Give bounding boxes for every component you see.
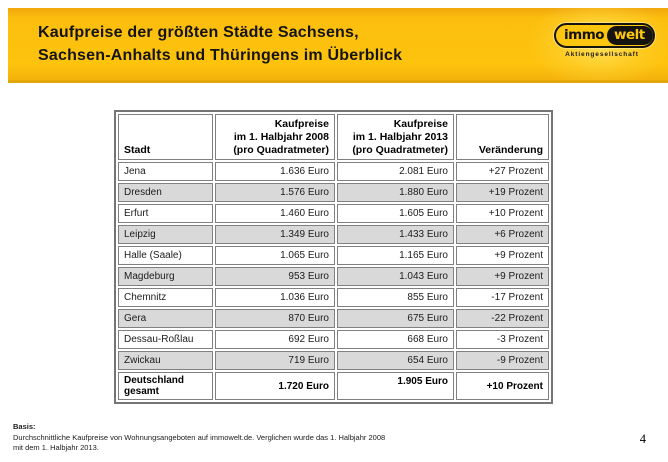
price-2008-cell: 1.349 Euro xyxy=(215,225,335,244)
table-row: Halle (Saale) 1.065 Euro 1.165 Euro +9 Proz… xyxy=(118,246,549,265)
price-2008-cell: 1.036 Euro xyxy=(215,288,335,307)
table-row: Dessau-Roßlau 692 Euro 668 Euro -3 Prozent xyxy=(118,330,549,349)
column-header-kaufpreise-2008: Kaufpreise im 1. Halbjahr 2008 (pro Quad… xyxy=(215,114,335,160)
change-cell: -22 Prozent xyxy=(456,309,549,328)
price-2008-cell: 692 Euro xyxy=(215,330,335,349)
change-cell: +9 Prozent xyxy=(456,267,549,286)
city-cell: Magdeburg xyxy=(118,267,213,286)
table-row: Zwickau 719 Euro 654 Euro -9 Prozent xyxy=(118,351,549,370)
change-cell: +6 Prozent xyxy=(456,225,549,244)
immowelt-logo-pill: immo welt xyxy=(554,23,655,48)
table-header: Stadt Kaufpreise im 1. Halbjahr 2008 (pr… xyxy=(118,114,549,160)
price-2013-cell: 1.433 Euro xyxy=(337,225,454,244)
table-body: Jena 1.636 Euro 2.081 Euro +27 Prozent Dresd… xyxy=(118,162,549,400)
city-cell: Leipzig xyxy=(118,225,213,244)
city-cell: Zwickau xyxy=(118,351,213,370)
city-cell: Erfurt xyxy=(118,204,213,223)
price-2013-cell: 668 Euro xyxy=(337,330,454,349)
price-2008-cell: 1.576 Euro xyxy=(215,183,335,202)
column-header-kaufpreise-2013: Kaufpreise im 1. Halbjahr 2013 (pro Quad… xyxy=(337,114,454,160)
price-2013-cell: 675 Euro xyxy=(337,309,454,328)
price-2008-cell: 1.460 Euro xyxy=(215,204,335,223)
city-cell: Dessau-Roßlau xyxy=(118,330,213,349)
change-cell: +10 Prozent xyxy=(456,204,549,223)
table-row: Jena 1.636 Euro 2.081 Euro +27 Prozent xyxy=(118,162,549,181)
city-cell: Gera xyxy=(118,309,213,328)
change-cell: +19 Prozent xyxy=(456,183,549,202)
city-cell: Halle (Saale) xyxy=(118,246,213,265)
price-2013-cell: 855 Euro xyxy=(337,288,454,307)
change-cell: -17 Prozent xyxy=(456,288,549,307)
change-cell: +27 Prozent xyxy=(456,162,549,181)
price-2013-cell: 1.165 Euro xyxy=(337,246,454,265)
footnote-text: Durchschnittliche Kaufpreise von Wohnung… xyxy=(13,432,386,453)
price-2008-cell: 1.065 Euro xyxy=(215,246,335,265)
logo-subtitle: Aktiengesellschaft xyxy=(565,51,639,58)
price-2013-cell: 1.905 Euro xyxy=(337,372,454,400)
city-cell: Deutschland gesamt xyxy=(118,372,213,400)
city-cell: Dresden xyxy=(118,183,213,202)
table-row: Leipzig 1.349 Euro 1.433 Euro +6 Prozent xyxy=(118,225,549,244)
column-header-veraenderung: Veränderung xyxy=(456,114,549,160)
column-header-stadt: Stadt xyxy=(118,114,213,160)
price-2008-cell: 1.720 Euro xyxy=(215,372,335,400)
price-2008-cell: 719 Euro xyxy=(215,351,335,370)
price-2013-cell: 654 Euro xyxy=(337,351,454,370)
page-number: 4 xyxy=(639,432,646,446)
price-2008-cell: 953 Euro xyxy=(215,267,335,286)
page-title: Kaufpreise der größten Städte Sachsens, … xyxy=(38,24,403,65)
city-cell: Jena xyxy=(118,162,213,181)
table-row: Chemnitz 1.036 Euro 855 Euro -17 Prozent xyxy=(118,288,549,307)
price-2008-cell: 870 Euro xyxy=(215,309,335,328)
change-cell: +9 Prozent xyxy=(456,246,549,265)
price-2013-cell: 1.605 Euro xyxy=(337,204,454,223)
change-cell: -9 Prozent xyxy=(456,351,549,370)
change-cell: -3 Prozent xyxy=(456,330,549,349)
price-2008-cell: 1.636 Euro xyxy=(215,162,335,181)
table-row: Dresden 1.576 Euro 1.880 Euro +19 Prozent xyxy=(118,183,549,202)
table-header-row: Stadt Kaufpreise im 1. Halbjahr 2008 (pr… xyxy=(118,114,549,160)
footnote: Basis: Durchschnittliche Kaufpreise von … xyxy=(13,422,387,454)
price-2013-cell: 1.043 Euro xyxy=(337,267,454,286)
price-table-wrap: Stadt Kaufpreise im 1. Halbjahr 2008 (pr… xyxy=(114,110,553,404)
price-table: Stadt Kaufpreise im 1. Halbjahr 2008 (pr… xyxy=(114,110,553,404)
footnote-label: Basis: xyxy=(13,422,36,431)
table-row: Erfurt 1.460 Euro 1.605 Euro +10 Prozent xyxy=(118,204,549,223)
price-2013-cell: 1.880 Euro xyxy=(337,183,454,202)
table-row: Magdeburg 953 Euro 1.043 Euro +9 Prozent xyxy=(118,267,549,286)
change-cell: +10 Prozent xyxy=(456,372,549,400)
immowelt-logo: immo welt Aktiengesellschaft xyxy=(554,23,655,58)
table-row: Deutschland gesamt 1.720 Euro 1.905 Euro +1… xyxy=(118,372,549,400)
price-2013-cell: 2.081 Euro xyxy=(337,162,454,181)
logo-text-immo: immo xyxy=(564,27,605,43)
table-row: Gera 870 Euro 675 Euro -22 Prozent xyxy=(118,309,549,328)
logo-text-welt: welt xyxy=(607,26,653,45)
city-cell: Chemnitz xyxy=(118,288,213,307)
header-band: Kaufpreise der größten Städte Sachsens, … xyxy=(8,8,668,83)
